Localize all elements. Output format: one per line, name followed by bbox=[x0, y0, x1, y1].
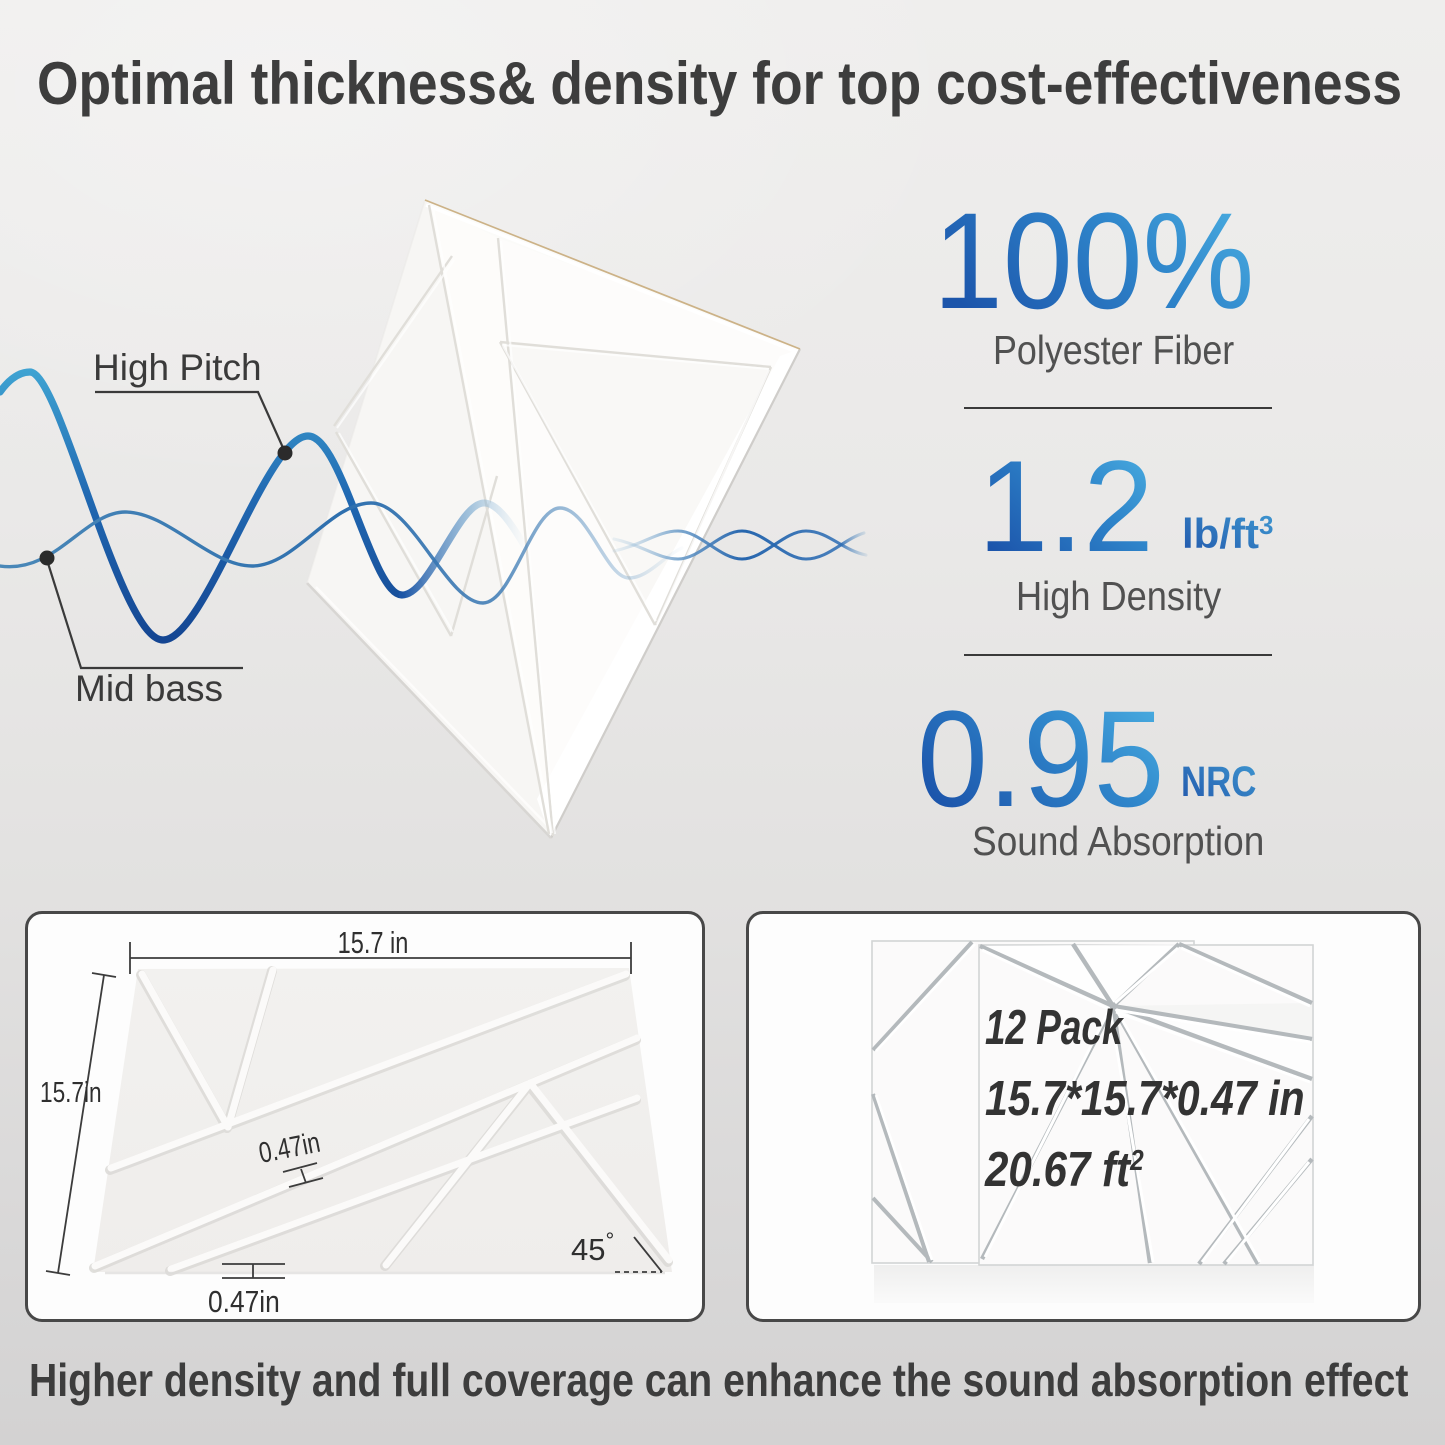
svg-text:15.7in: 15.7in bbox=[40, 1075, 102, 1108]
svg-text:High Pitch: High Pitch bbox=[93, 347, 262, 388]
svg-text:Mid bass: Mid bass bbox=[75, 668, 223, 709]
svg-text:0.47in: 0.47in bbox=[208, 1285, 280, 1319]
svg-text:15.7 in: 15.7 in bbox=[338, 925, 409, 960]
